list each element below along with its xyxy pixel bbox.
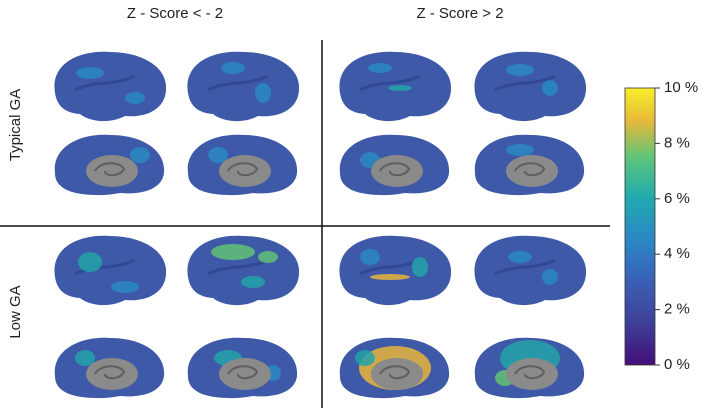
patch bbox=[258, 251, 278, 263]
midline-detail bbox=[379, 365, 411, 380]
midline bbox=[219, 155, 271, 187]
brain-lateral bbox=[474, 235, 587, 306]
midline bbox=[371, 358, 423, 390]
patch bbox=[508, 251, 532, 263]
colorbar-tick-label: 10 % bbox=[664, 79, 698, 96]
patch bbox=[130, 147, 150, 163]
cortex bbox=[187, 51, 300, 122]
row-label: Typical GA bbox=[7, 89, 24, 162]
patch bbox=[542, 80, 558, 96]
midline-detail bbox=[227, 365, 259, 380]
brain-medial bbox=[339, 337, 450, 399]
midline bbox=[86, 155, 138, 187]
midline bbox=[506, 358, 558, 390]
brain-lateral bbox=[187, 51, 300, 122]
patch bbox=[388, 85, 412, 91]
patch bbox=[355, 350, 375, 366]
midline-detail bbox=[94, 365, 126, 380]
column-title: Z - Score > 2 bbox=[416, 5, 503, 22]
colorbar-tick-label: 8 % bbox=[664, 134, 690, 151]
patch bbox=[111, 281, 139, 293]
row-label: Low GA bbox=[7, 285, 24, 338]
patch bbox=[255, 83, 271, 103]
patch bbox=[360, 249, 380, 265]
brain-lateral bbox=[187, 235, 300, 306]
patch bbox=[76, 67, 104, 79]
patch bbox=[506, 144, 534, 156]
patch bbox=[241, 276, 265, 288]
midline bbox=[371, 155, 423, 187]
midline-detail bbox=[379, 162, 411, 177]
colorbar-tick-label: 2 % bbox=[664, 301, 690, 318]
brain-lateral bbox=[339, 235, 452, 306]
sulcus bbox=[494, 74, 556, 92]
sulcus bbox=[74, 74, 136, 92]
brain-medial bbox=[339, 134, 450, 196]
cortex bbox=[474, 51, 587, 122]
midline bbox=[86, 358, 138, 390]
patch bbox=[208, 147, 228, 163]
colorbar-tick-label: 4 % bbox=[664, 245, 690, 262]
brain-medial bbox=[474, 134, 585, 196]
brain-medial bbox=[187, 134, 298, 196]
cortex bbox=[474, 235, 587, 306]
brain-medial bbox=[474, 337, 585, 399]
midline-detail bbox=[514, 365, 546, 380]
column-title: Z - Score < - 2 bbox=[127, 5, 223, 22]
cortex bbox=[54, 51, 167, 122]
midline-detail bbox=[94, 162, 126, 177]
midline bbox=[219, 358, 271, 390]
brain-lateral bbox=[339, 51, 452, 122]
patch bbox=[211, 244, 255, 260]
patch bbox=[412, 257, 428, 277]
midline bbox=[506, 155, 558, 187]
patch bbox=[506, 64, 534, 76]
brain-lateral bbox=[54, 51, 167, 122]
patch bbox=[75, 350, 95, 366]
patch bbox=[78, 252, 102, 272]
colorbar-ticks: 0 % 2 % 4 % 6 % 8 % 10 % bbox=[655, 79, 698, 373]
brain-panels bbox=[54, 51, 587, 399]
sulcus bbox=[207, 74, 269, 92]
patch bbox=[368, 63, 392, 73]
brain-lateral bbox=[474, 51, 587, 122]
sulcus bbox=[359, 74, 421, 92]
patch bbox=[370, 274, 410, 280]
patch bbox=[125, 92, 145, 104]
patch bbox=[542, 269, 558, 285]
colorbar bbox=[624, 87, 656, 366]
cortex bbox=[54, 235, 167, 306]
sulcus bbox=[74, 258, 136, 276]
brain-medial bbox=[54, 337, 165, 399]
brain-medial bbox=[54, 134, 165, 196]
sulcus bbox=[494, 258, 556, 276]
midline-detail bbox=[227, 162, 259, 177]
sulcus bbox=[207, 258, 269, 276]
colorbar-tick-label: 6 % bbox=[664, 190, 690, 207]
brain-medial bbox=[187, 337, 298, 399]
patch bbox=[221, 62, 245, 74]
cortex bbox=[339, 235, 452, 306]
colorbar-tick-label: 0 % bbox=[664, 356, 690, 373]
brain-lateral bbox=[54, 235, 167, 306]
midline-detail bbox=[514, 162, 546, 177]
